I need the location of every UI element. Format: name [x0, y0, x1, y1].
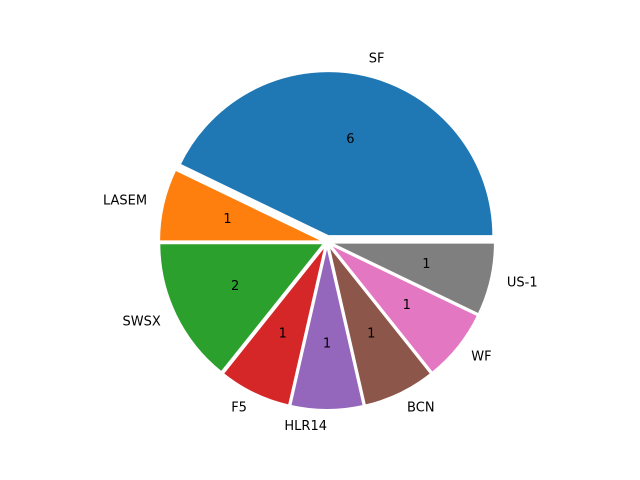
pie-wedge	[221, 244, 327, 407]
pie-wedge	[329, 241, 496, 316]
value-label: 2	[231, 279, 239, 294]
wedge-label: F5	[231, 401, 247, 416]
value-label: 1	[403, 298, 411, 313]
value-label: 1	[223, 212, 231, 227]
value-label: 1	[422, 257, 430, 272]
pie-wedge	[327, 244, 433, 407]
wedge-label: WF	[471, 350, 491, 365]
pie-wedge	[289, 244, 365, 411]
wedge-label: SF	[369, 52, 385, 67]
wedge-label: US-1	[507, 276, 538, 291]
wedge-label: LASEM	[103, 193, 147, 208]
value-label: 1	[323, 337, 331, 352]
value-label: 1	[367, 326, 375, 341]
pie-wedge	[178, 70, 495, 238]
value-label: 6	[346, 132, 354, 147]
wedge-label: HLR14	[284, 419, 327, 434]
pie-wedge	[158, 168, 325, 243]
value-label: 1	[279, 326, 287, 341]
wedge-label: BCN	[407, 401, 435, 416]
wedge-label: SWSX	[123, 315, 161, 330]
pie-wedge	[158, 242, 327, 374]
pie-wedge	[328, 242, 480, 375]
